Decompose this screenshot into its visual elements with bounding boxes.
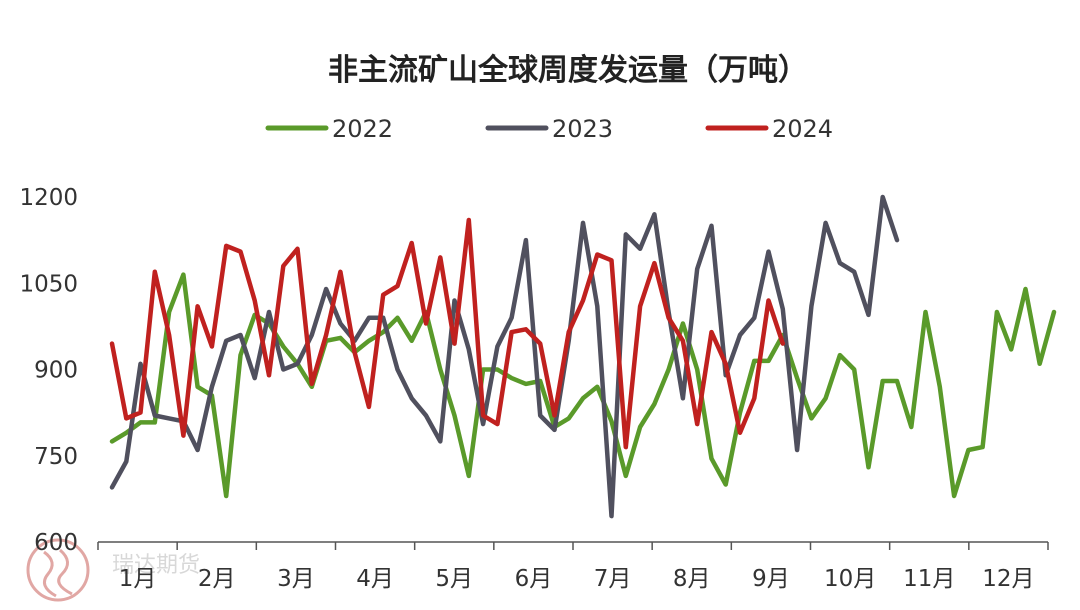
x-tick-label: 1月 <box>119 566 157 592</box>
y-tick-label: 1200 <box>19 185 78 211</box>
legend-label-2024: 2024 <box>772 115 833 143</box>
series-line-2024 <box>109 217 786 450</box>
x-tick-label: 8月 <box>673 566 711 592</box>
y-tick-label: 900 <box>34 358 78 384</box>
x-tick-label: 10月 <box>824 566 876 592</box>
y-axis: 600 750 900 1050 1200 <box>19 185 78 556</box>
watermark-text: 瑞达期货 <box>112 553 200 578</box>
x-tick-label: 11月 <box>903 566 955 592</box>
series-line-2023 <box>109 194 900 519</box>
y-tick-label: 1050 <box>19 271 78 297</box>
chart-title: 非主流矿山全球周度发运量（万吨） <box>328 53 808 88</box>
x-tick-label: 3月 <box>277 566 315 592</box>
y-tick-label: 750 <box>34 444 78 470</box>
legend-label-2022: 2022 <box>332 115 393 143</box>
x-tick-label: 12月 <box>982 566 1034 592</box>
legend: 2022 2023 2024 <box>265 115 833 143</box>
x-tick-label: 7月 <box>594 566 632 592</box>
x-tick-label: 5月 <box>435 566 473 592</box>
series-layer <box>109 194 1057 519</box>
legend-label-2023: 2023 <box>552 115 613 143</box>
series-line-2022 <box>109 272 1057 499</box>
x-axis: 1月 2月 3月 4月 5月 6月 7月 8月 9月 10月 11月 12月 <box>97 541 1049 592</box>
x-tick-label: 4月 <box>356 566 394 592</box>
watermark: 瑞达期货 <box>26 538 200 602</box>
watermark-logo-mark <box>42 548 73 598</box>
x-tick-label: 2月 <box>198 566 236 592</box>
watermark-logo-icon <box>26 538 90 602</box>
y-tick-label: 600 <box>34 530 78 556</box>
x-tick-label: 6月 <box>515 566 553 592</box>
x-tick-label: 9月 <box>752 566 790 592</box>
